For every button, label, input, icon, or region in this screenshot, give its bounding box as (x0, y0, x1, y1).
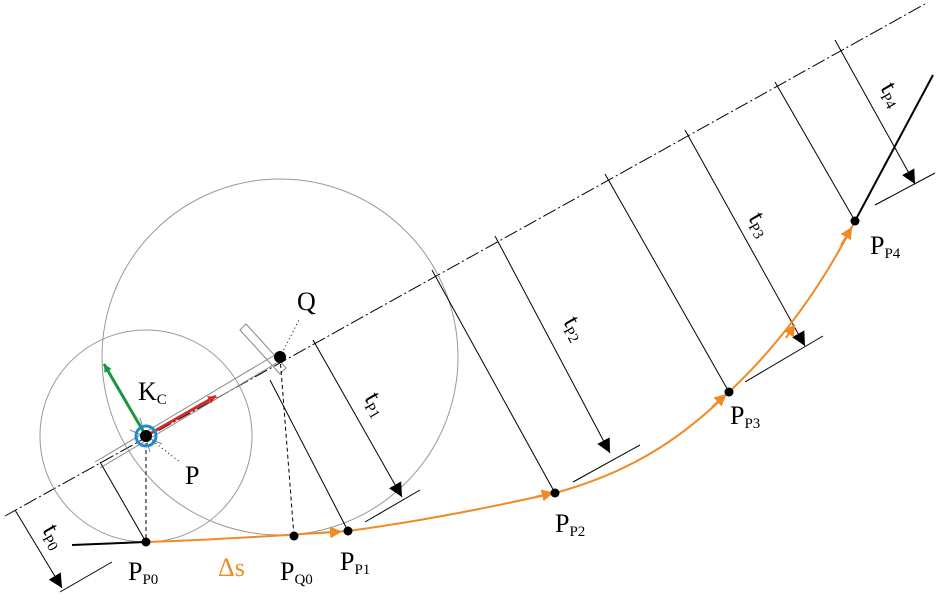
exit-line (854, 74, 934, 222)
path-arrows (319, 226, 853, 539)
dashed-lines (145, 356, 295, 542)
contact-ring (134, 424, 158, 448)
delta-s-label: Δs (218, 553, 245, 582)
tp1-label: tP1 (357, 387, 395, 422)
red-vector (145, 394, 217, 438)
points (140, 216, 860, 547)
pp2-label: PP2 (555, 509, 585, 540)
pp1-label: PP1 (340, 547, 370, 578)
kc-label: KC (138, 377, 167, 408)
tp4-label: tP4 (873, 77, 912, 113)
p-label: P (185, 461, 199, 490)
pp3-label: PP3 (730, 401, 760, 432)
entry-line (71, 541, 147, 546)
pq0-label: PQ0 (280, 557, 313, 588)
tp3-label: tP3 (741, 207, 779, 242)
tp0-label: tP0 (35, 519, 73, 554)
pp4-label: PP4 (870, 231, 901, 262)
dotted-leaders (145, 317, 301, 463)
pp0-label: PP0 (128, 557, 158, 588)
dimension-lines (14, 39, 936, 593)
green-vector (102, 363, 148, 437)
tool-path (145, 220, 856, 543)
q-label: Q (297, 287, 316, 316)
perpendicular-lines (99, 81, 856, 543)
tp2-label: tP2 (556, 311, 594, 346)
